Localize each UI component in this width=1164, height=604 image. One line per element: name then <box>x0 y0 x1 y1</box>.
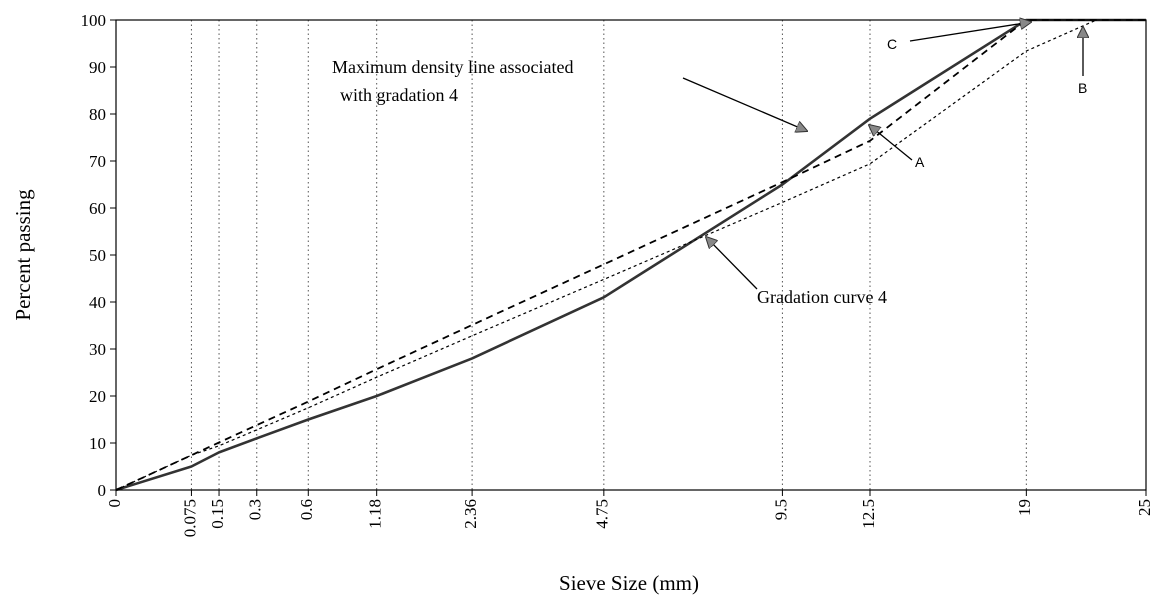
grid-layer <box>190 20 1027 490</box>
y-tick-label: 50 <box>89 246 106 265</box>
annotation-b-label: B <box>1078 80 1087 96</box>
x-tick-label: 0.075 <box>180 499 199 537</box>
x-tick-label: 12.5 <box>859 499 878 529</box>
annotations: Maximum density line associated with gra… <box>332 22 1087 307</box>
x-tick-label: 0 <box>105 499 124 508</box>
y-tick-label: 70 <box>89 152 106 171</box>
x-axis: 0 0.075 0.15 0.3 0.6 1.18 2.36 4.75 9.5 12.5 19 25 <box>105 490 1154 537</box>
y-tick-label: 10 <box>89 434 106 453</box>
x-tick-label: 2.36 <box>461 499 480 529</box>
series-max-density-dotted-line <box>115 19 1097 491</box>
series-gradation-curve-line <box>115 18 1146 492</box>
y-tick-label: 0 <box>98 481 107 500</box>
y-tick-label: 20 <box>89 387 106 406</box>
x-tick-label: 0.15 <box>208 499 227 529</box>
annotation-gradation-curve: Gradation curve 4 <box>757 287 887 307</box>
y-axis: 0 10 20 30 40 50 60 70 80 90 100 <box>81 11 116 500</box>
annotation-a-label: A <box>915 154 925 170</box>
annotation-max-density-line1: Maximum density line associated <box>332 57 573 77</box>
y-tick-label: 40 <box>89 293 106 312</box>
x-tick-label: 25 <box>1135 499 1154 516</box>
annotation-max-density-line2: with gradation 4 <box>340 85 458 105</box>
y-tick-label: 80 <box>89 105 106 124</box>
annotation-max-density-arrow <box>682 77 807 131</box>
x-axis-title: Sieve Size (mm) <box>559 571 699 595</box>
annotation-gradation-arrow <box>706 237 758 290</box>
x-tick-label: 0.3 <box>246 499 265 520</box>
x-tick-label: 9.5 <box>771 499 790 520</box>
x-tick-label: 19 <box>1015 499 1034 516</box>
y-tick-label: 60 <box>89 199 106 218</box>
series-max-density-dashed-line <box>115 19 1146 491</box>
x-tick-label: 1.18 <box>366 499 385 529</box>
y-tick-label: 30 <box>89 340 106 359</box>
y-tick-label: 100 <box>81 11 107 30</box>
annotation-c-label: C <box>887 36 897 52</box>
x-tick-label: 0.6 <box>297 499 316 520</box>
y-tick-label: 90 <box>89 58 106 77</box>
series-layer <box>115 18 1146 492</box>
annotation-a-arrow <box>869 125 913 161</box>
y-axis-title: Percent passing <box>11 189 35 321</box>
annotation-c-arrow <box>909 22 1031 42</box>
x-tick-label: 4.75 <box>593 499 612 529</box>
